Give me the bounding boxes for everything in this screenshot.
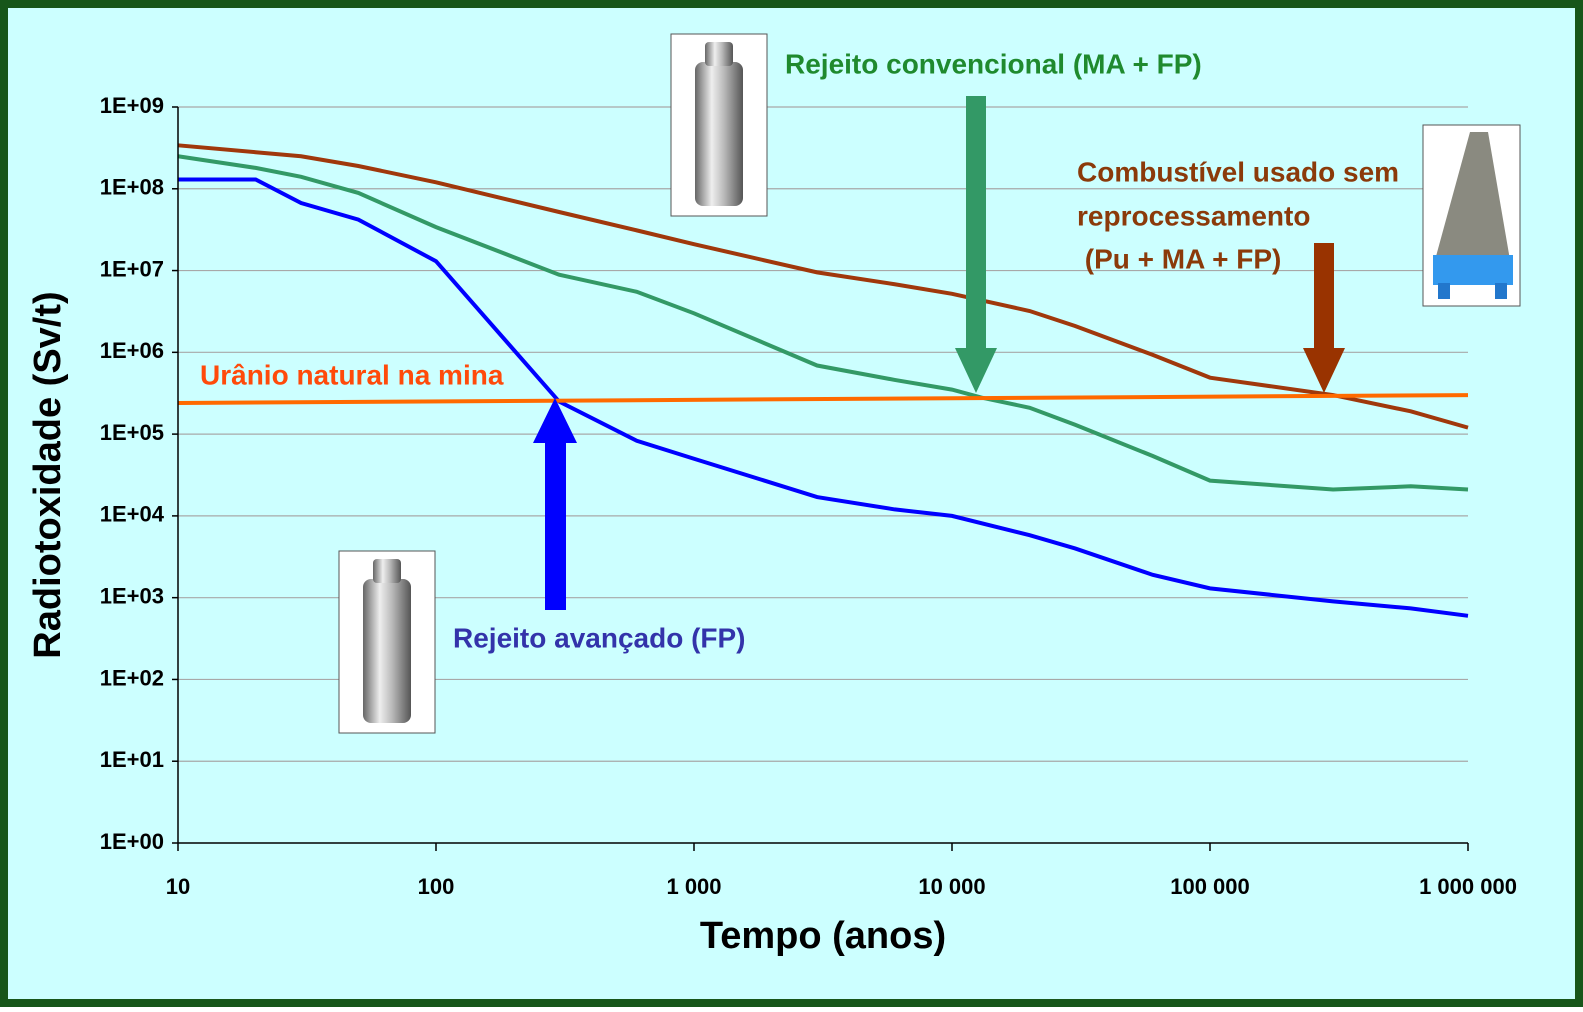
y-tick-label: 1E+07: [100, 256, 164, 281]
y-tick-label: 1E+05: [100, 420, 164, 445]
series-line: [177, 154, 1469, 492]
y-tick-label: 1E+09: [100, 93, 164, 118]
x-tick-label: 100: [418, 874, 455, 899]
annotation: Rejeito convencional (MA + FP): [785, 48, 1202, 79]
x-tick-label: 10 000: [918, 874, 985, 899]
series-line: [178, 177, 1469, 618]
annotation: Rejeito avançado (FP): [453, 622, 746, 653]
y-tick-label: 1E+06: [100, 338, 164, 363]
x-tick-label: 100 000: [1170, 874, 1250, 899]
series-line: [177, 393, 1469, 406]
canister-image: [670, 33, 768, 217]
y-tick-label: 1E+00: [100, 829, 164, 854]
annotation: Combustível usado sem: [1077, 156, 1399, 187]
x-tick-label: 10: [166, 874, 190, 899]
y-tick-label: 1E+01: [100, 747, 164, 772]
arrow: [955, 96, 997, 393]
annotation: (Pu + MA + FP): [1077, 243, 1281, 274]
x-tick-label: 1 000 000: [1419, 874, 1517, 899]
x-tick-label: 1 000: [666, 874, 721, 899]
y-axis-label: Radiotoxidade (Sv/t): [27, 291, 69, 658]
y-tick-label: 1E+08: [100, 175, 164, 200]
arrow: [1303, 243, 1345, 393]
annotation: Urânio natural na mina: [200, 359, 504, 390]
y-tick-label: 1E+04: [100, 502, 165, 527]
canister-image: [338, 550, 436, 734]
series-line: [177, 143, 1469, 430]
x-axis-label: Tempo (anos): [700, 915, 946, 957]
fuel-assembly-image: [1422, 124, 1521, 307]
arrow: [533, 398, 577, 610]
annotation: reprocessamento: [1077, 200, 1310, 231]
y-tick-label: 1E+02: [100, 665, 164, 690]
y-tick-label: 1E+03: [100, 583, 164, 608]
